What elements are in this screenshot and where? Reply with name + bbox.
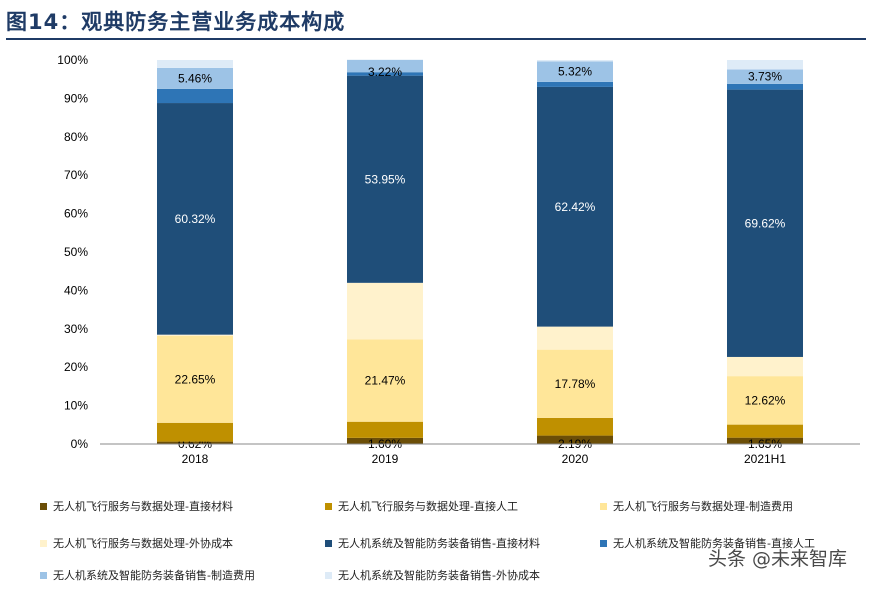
watermark: 头条 @未来智库 [708,548,848,570]
legend-swatch [600,539,607,547]
y-tick-label: 70% [64,168,88,182]
bar-segment [537,60,613,62]
legend-label: 无人机系统及智能防务装备销售-外协成本 [338,569,540,582]
legend-item: 无人机系统及智能防务装备销售-直接人工 [600,535,815,551]
data-label: 60.32% [175,212,216,226]
data-label: 69.62% [745,216,786,230]
y-tick-label: 50% [64,245,88,259]
legend-item: 无人机飞行服务与数据处理-制造费用 [600,498,793,514]
bar-segment [727,60,803,70]
bar-segment [347,421,423,438]
stacked-bar-chart: 0%10%20%30%40%50%60%70%80%90%100%0.62%22… [57,53,860,466]
legend-swatch [325,539,332,547]
bar-segment [727,69,803,84]
legend-item: 无人机飞行服务与数据处理-直接人工 [325,498,518,514]
legend-item: 无人机飞行服务与数据处理-直接材料 [40,498,233,514]
bar-segment [727,376,803,425]
bar-segment [157,88,233,104]
y-tick-label: 40% [64,283,88,297]
legend-item: 无人机系统及智能防务装备销售-制造费用 [40,567,255,583]
title-divider [6,38,866,40]
bar-segment [537,417,613,436]
y-tick-label: 0% [71,437,89,451]
bar-segment [157,60,233,68]
legend-item: 无人机系统及智能防务装备销售-直接材料 [325,535,540,551]
data-label: 3.22% [368,65,402,79]
y-tick-label: 20% [64,360,88,374]
bar-segment [157,441,233,444]
y-tick-label: 30% [64,322,88,336]
bar-segment [727,437,803,444]
bar-segment [347,282,423,340]
bar-segment [727,356,803,377]
legend-item: 无人机系统及智能防务装备销售-外协成本 [325,567,540,583]
legend-label: 无人机系统及智能防务装备销售-制造费用 [53,569,255,582]
x-tick-label: 2021H1 [744,452,786,466]
bar-segment [347,339,423,422]
bar-segment [157,67,233,89]
bar-segment [347,75,423,283]
data-label: 62.42% [555,200,596,214]
bar-segment [157,335,233,423]
bar-segment [157,422,233,442]
legend-swatch [40,539,47,547]
legend-swatch [325,502,332,510]
data-label: 5.46% [178,71,212,85]
chart-title: 图14：观典防务主营业务成本构成 [6,10,346,34]
x-tick-label: 2020 [562,452,589,466]
y-tick-label: 60% [64,207,88,221]
data-label: 22.65% [175,372,216,386]
legend-swatch [325,571,332,579]
data-label: 53.95% [365,172,406,186]
bar-segment [727,89,803,357]
legend-label: 无人机飞行服务与数据处理-制造费用 [613,500,793,513]
legend-swatch [40,571,47,579]
data-label: 12.62% [745,393,786,407]
legend-label: 无人机系统及智能防务装备销售-直接人工 [613,537,815,550]
legend-label: 无人机飞行服务与数据处理-外协成本 [53,537,233,550]
bar-segment [537,435,613,444]
data-label: 5.32% [558,65,592,79]
bar-segment [537,86,613,327]
legend-swatch [40,502,47,510]
y-tick-label: 90% [64,91,88,105]
legend-label: 无人机飞行服务与数据处理-直接材料 [53,500,233,513]
bar-segment [727,424,803,438]
legend-label: 无人机飞行服务与数据处理-直接人工 [338,500,518,513]
y-tick-label: 10% [64,399,88,413]
data-label: 21.47% [365,374,406,388]
y-tick-label: 80% [64,130,88,144]
bar-segment [347,437,423,444]
bar-segment [157,334,233,336]
legend-label: 无人机系统及智能防务装备销售-直接材料 [338,537,540,550]
bar-segment [537,81,613,87]
x-tick-label: 2019 [372,452,399,466]
bar-segment [157,103,233,335]
bar-segment [537,349,613,418]
data-label: 3.73% [748,70,782,84]
legend-swatch [600,502,607,510]
bar-segment [727,83,803,90]
bar-segment [537,326,613,350]
bar-segment [537,61,613,82]
data-label: 17.78% [555,377,596,391]
y-tick-label: 100% [57,53,88,67]
legend-item: 无人机飞行服务与数据处理-外协成本 [40,535,233,551]
bar-segment [347,72,423,76]
bar-segment [347,59,423,73]
x-tick-label: 2018 [182,452,209,466]
